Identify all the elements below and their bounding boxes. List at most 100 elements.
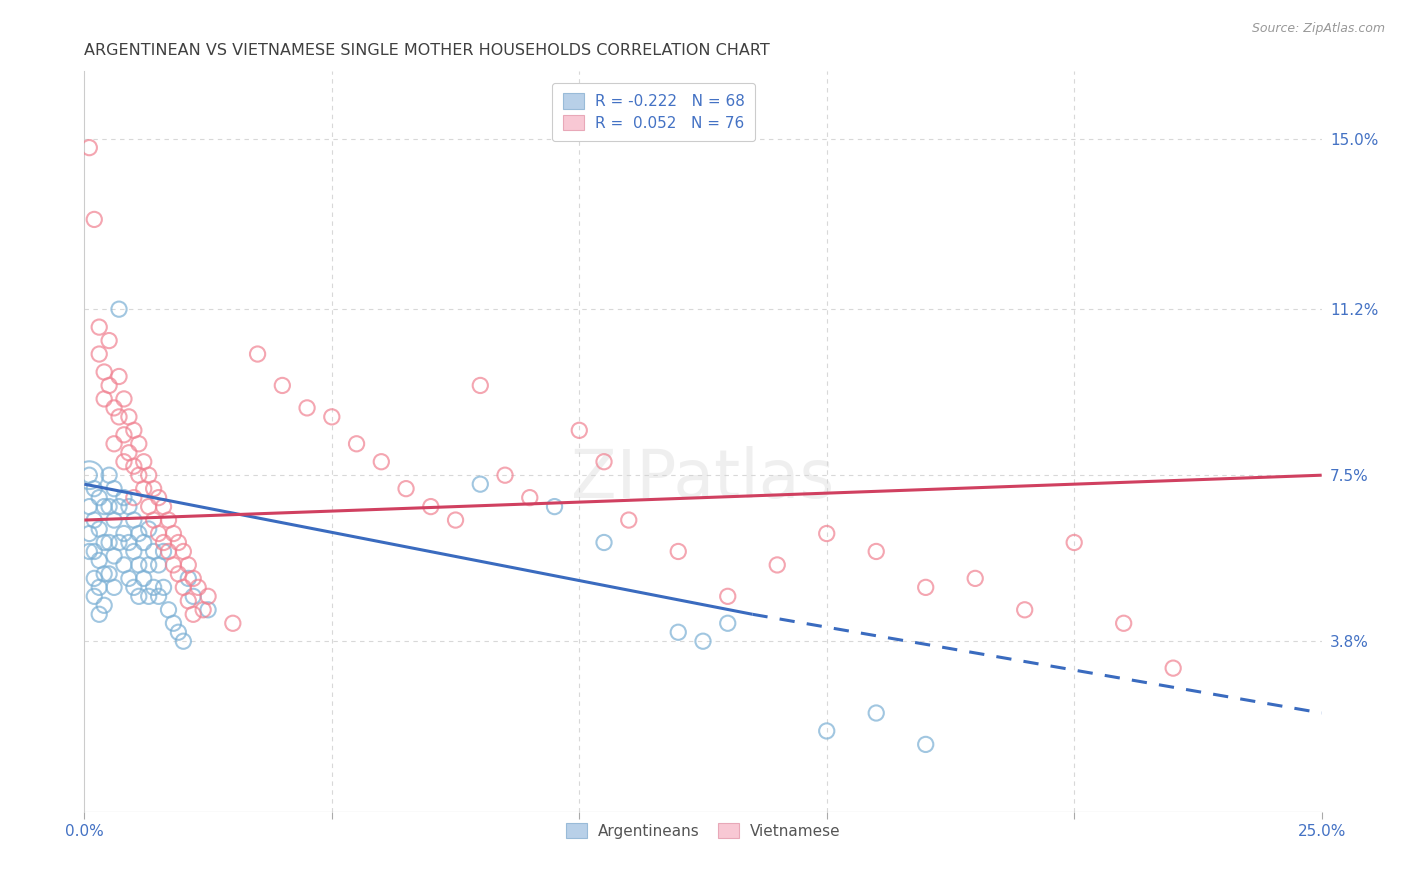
Point: [157, 544, 180, 558]
Point: [83, 482, 105, 496]
Point: [419, 500, 441, 514]
Point: [494, 468, 516, 483]
Point: [89, 607, 111, 622]
Point: [118, 446, 141, 460]
Point: [118, 409, 141, 424]
Point: [197, 603, 219, 617]
Point: [152, 500, 174, 514]
Point: [815, 526, 838, 541]
Point: [103, 482, 125, 496]
Point: [83, 544, 105, 558]
Point: [148, 526, 170, 541]
Point: [98, 468, 121, 483]
Point: [79, 468, 101, 483]
Point: [914, 738, 936, 752]
Point: [181, 607, 204, 622]
Point: [79, 500, 101, 514]
Point: [89, 320, 111, 334]
Point: [98, 334, 121, 348]
Point: [112, 558, 135, 572]
Point: [865, 544, 887, 558]
Point: [181, 590, 204, 604]
Point: [83, 590, 105, 604]
Point: [108, 302, 131, 317]
Point: [568, 423, 591, 437]
Point: [470, 477, 492, 491]
Point: [98, 378, 121, 392]
Point: [89, 491, 111, 505]
Point: [191, 603, 214, 617]
Point: [98, 535, 121, 549]
Point: [112, 526, 135, 541]
Point: [122, 459, 145, 474]
Point: [167, 625, 190, 640]
Point: [93, 535, 115, 549]
Point: [162, 558, 184, 572]
Point: [118, 535, 141, 549]
Point: [128, 526, 150, 541]
Point: [346, 437, 368, 451]
Point: [172, 634, 194, 648]
Point: [142, 544, 165, 558]
Point: [148, 491, 170, 505]
Point: [222, 616, 245, 631]
Point: [93, 500, 115, 514]
Point: [246, 347, 269, 361]
Point: [167, 566, 190, 581]
Point: [717, 616, 740, 631]
Point: [593, 455, 616, 469]
Point: [83, 212, 105, 227]
Point: [98, 500, 121, 514]
Point: [666, 625, 689, 640]
Legend: Argentineans, Vietnamese: Argentineans, Vietnamese: [560, 816, 846, 845]
Point: [79, 141, 101, 155]
Point: [89, 347, 111, 361]
Point: [142, 513, 165, 527]
Point: [138, 468, 160, 483]
Point: [177, 558, 200, 572]
Point: [148, 590, 170, 604]
Point: [914, 580, 936, 594]
Point: [93, 365, 115, 379]
Point: [172, 544, 194, 558]
Point: [108, 535, 131, 549]
Point: [593, 535, 616, 549]
Point: [132, 455, 155, 469]
Point: [122, 513, 145, 527]
Text: ZIPatlas: ZIPatlas: [571, 446, 835, 511]
Point: [122, 423, 145, 437]
Point: [122, 491, 145, 505]
Point: [187, 580, 209, 594]
Point: [181, 571, 204, 585]
Point: [138, 590, 160, 604]
Point: [167, 535, 190, 549]
Point: [666, 544, 689, 558]
Point: [83, 513, 105, 527]
Point: [89, 522, 111, 536]
Point: [103, 549, 125, 563]
Point: [128, 590, 150, 604]
Point: [138, 558, 160, 572]
Point: [108, 500, 131, 514]
Point: [89, 580, 111, 594]
Point: [543, 500, 565, 514]
Point: [965, 571, 987, 585]
Point: [815, 723, 838, 738]
Point: [1112, 616, 1135, 631]
Point: [103, 437, 125, 451]
Point: [138, 500, 160, 514]
Point: [142, 482, 165, 496]
Point: [118, 571, 141, 585]
Point: [132, 535, 155, 549]
Point: [118, 500, 141, 514]
Point: [93, 599, 115, 613]
Point: [93, 566, 115, 581]
Point: [148, 558, 170, 572]
Point: [112, 392, 135, 406]
Point: [321, 409, 343, 424]
Point: [98, 566, 121, 581]
Point: [122, 544, 145, 558]
Point: [128, 437, 150, 451]
Point: [79, 526, 101, 541]
Point: [470, 378, 492, 392]
